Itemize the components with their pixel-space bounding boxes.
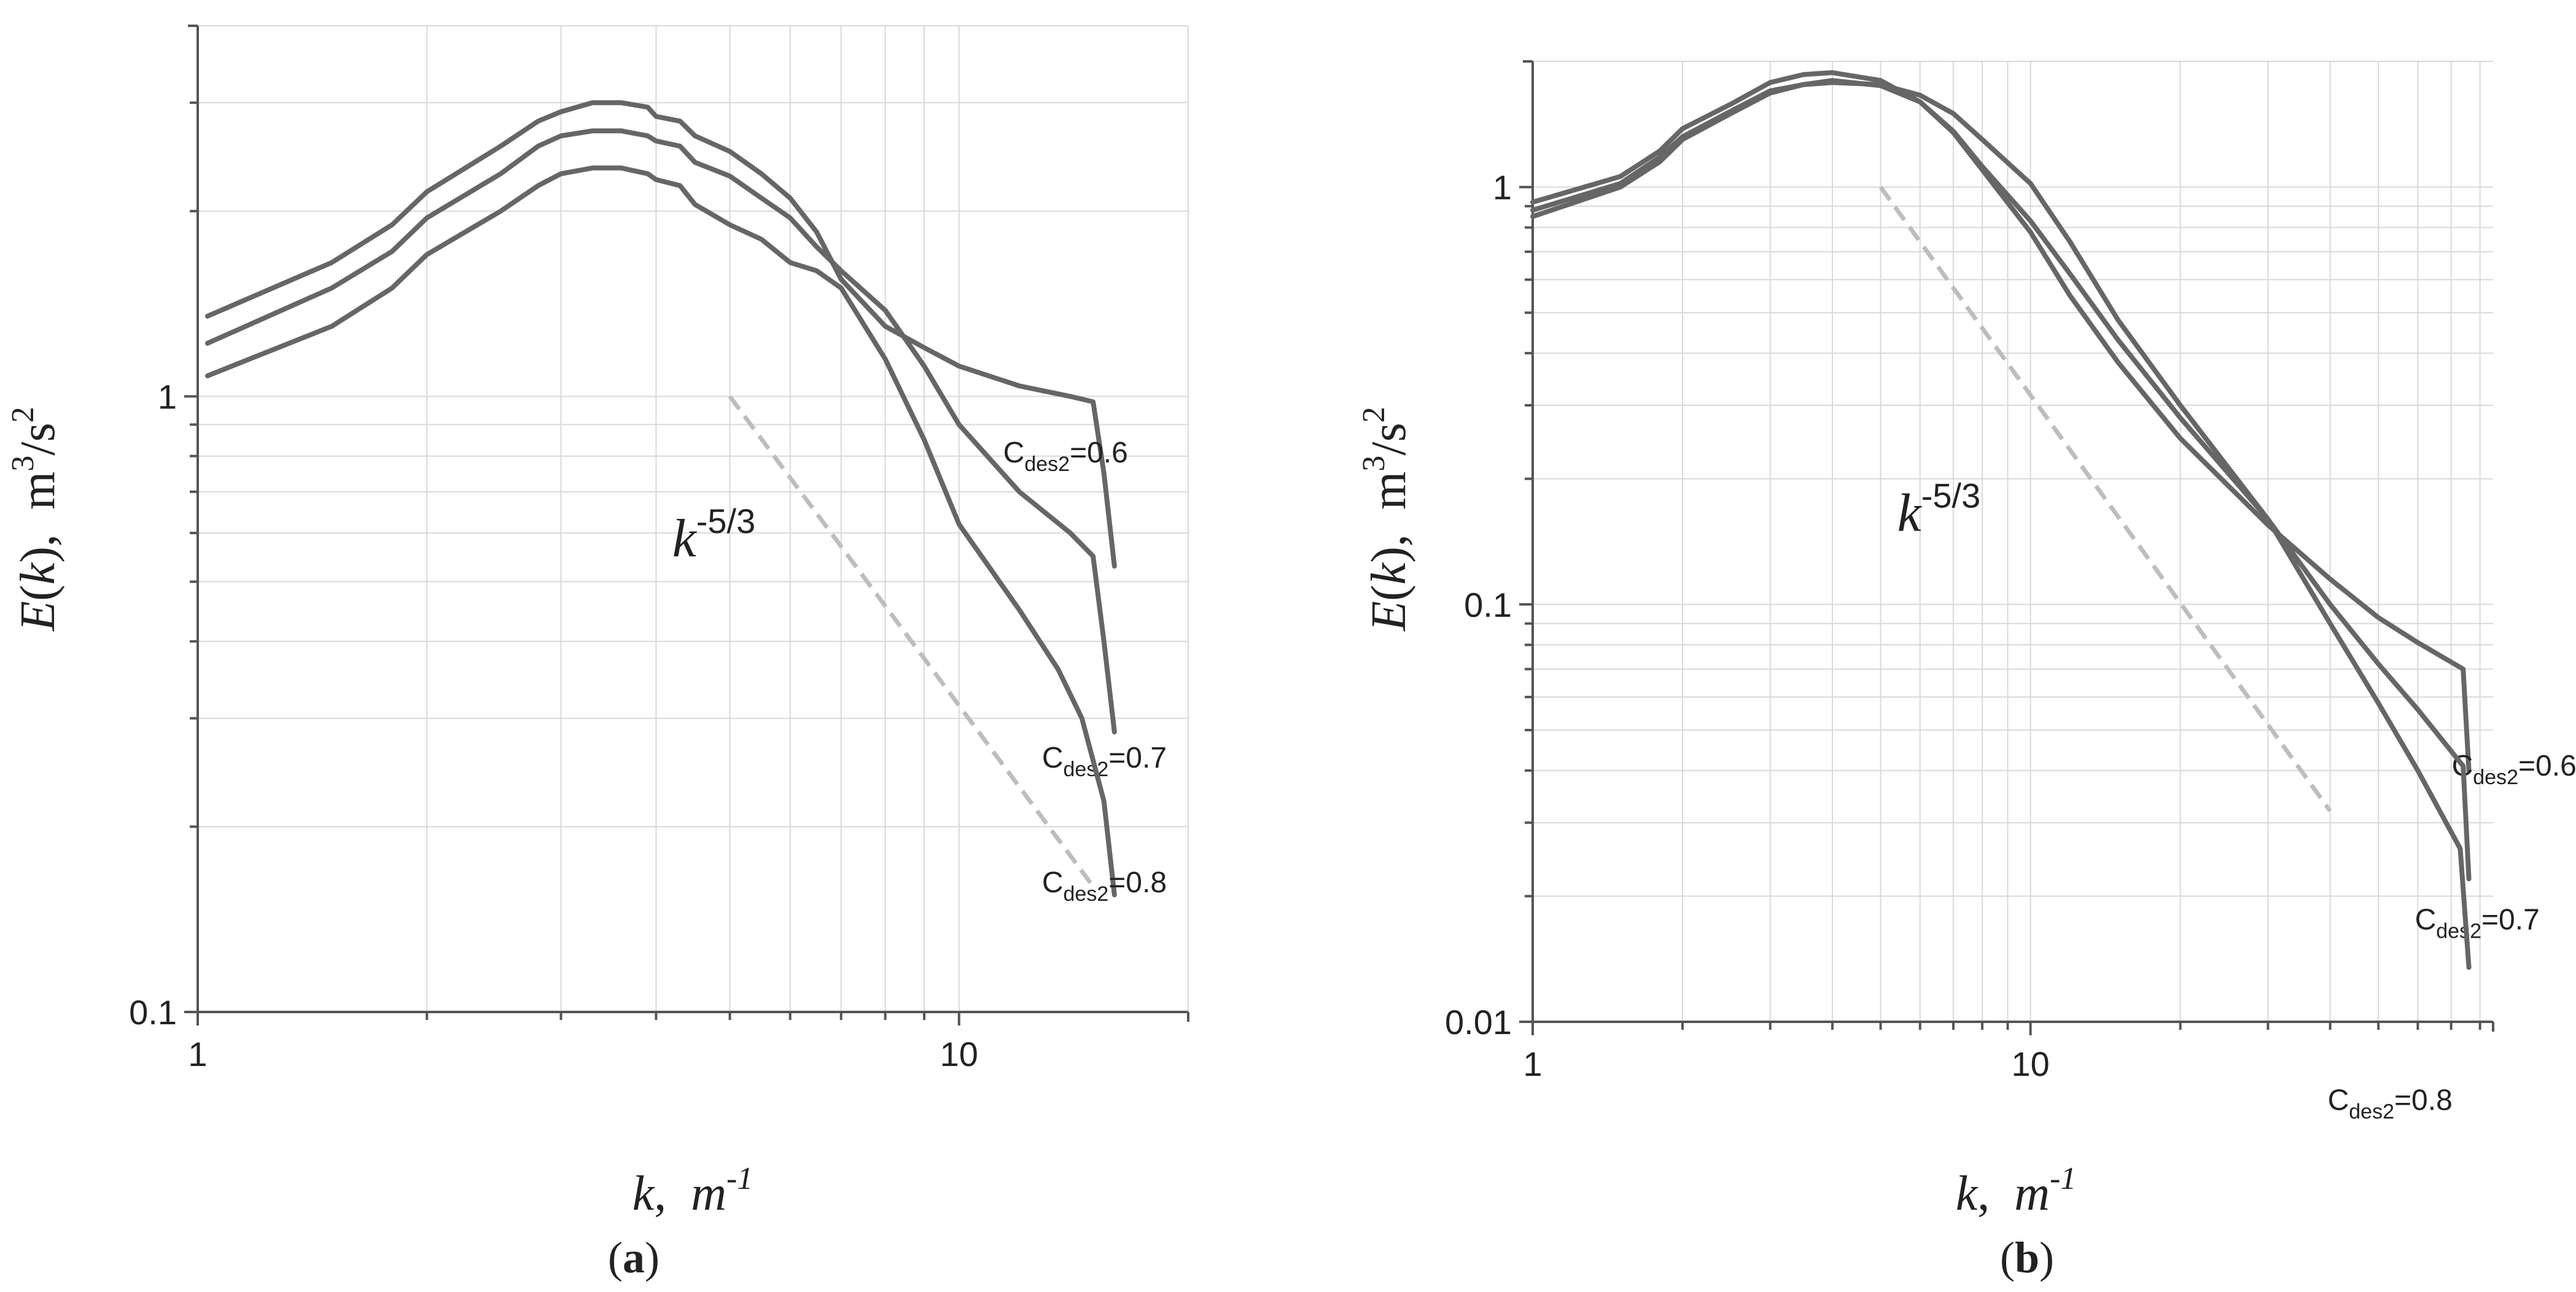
chart-panel-a: 1 10 0.1 1 k-5/3 Cdes2=0.6 Cdes2=0.7 Cdes2=0.8 k… [6,25,1189,1282]
series-line-207 [1530,80,2472,882]
chart-panel-b: 1 10 0.01 0.1 1 k-5/3 Cdes2=0.6 Cdes2=0.7 Cdes2=… [1356,60,2576,1282]
series-line-206 [204,100,1117,569]
y-axis-title: E(k), m3/s2 [6,407,65,631]
x-tick-label: 10 [2011,1045,2049,1083]
reference-line-label: k-5/3 [1897,477,1981,543]
y-axis-title: E(k), m3/s2 [1356,407,1416,631]
y-tick-label: 0.01 [1445,1003,1512,1041]
y-tick-label: 0.1 [1464,585,1512,624]
y-tick-label: 0.1 [129,993,177,1032]
k-5-3-reference-line [1878,185,2332,812]
series-label: Cdes2=0.7 [2415,903,2540,943]
x-tick-label: 1 [188,1035,207,1073]
series-line-208 [1530,70,2472,970]
series-line-208 [204,165,1117,898]
series-label: Cdes2=0.7 [1042,742,1167,781]
y-tick-label: 1 [1493,168,1512,207]
series-line-207 [204,128,1117,735]
y-tick-label: 1 [158,378,177,416]
series-label: Cdes2=0.8 [1042,866,1167,906]
series-label: Cdes2=0.8 [2328,1084,2453,1123]
x-tick-label: 1 [1523,1045,1542,1083]
panel-label: (a) [608,1233,660,1282]
reference-line-label: k-5/3 [672,502,756,569]
k-5-3-reference-line [728,395,1095,888]
series-label: Cdes2=0.6 [2452,750,2576,789]
series-label: Cdes2=0.6 [1003,437,1128,476]
x-axis-title: k, m-1 [632,1161,753,1221]
panel-label: (b) [2000,1233,2054,1282]
x-tick-label: 10 [940,1035,978,1073]
x-axis-title: k, m-1 [1956,1161,2077,1221]
